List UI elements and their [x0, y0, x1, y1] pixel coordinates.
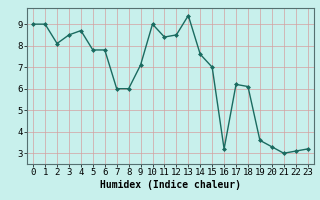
X-axis label: Humidex (Indice chaleur): Humidex (Indice chaleur) [100, 180, 241, 190]
